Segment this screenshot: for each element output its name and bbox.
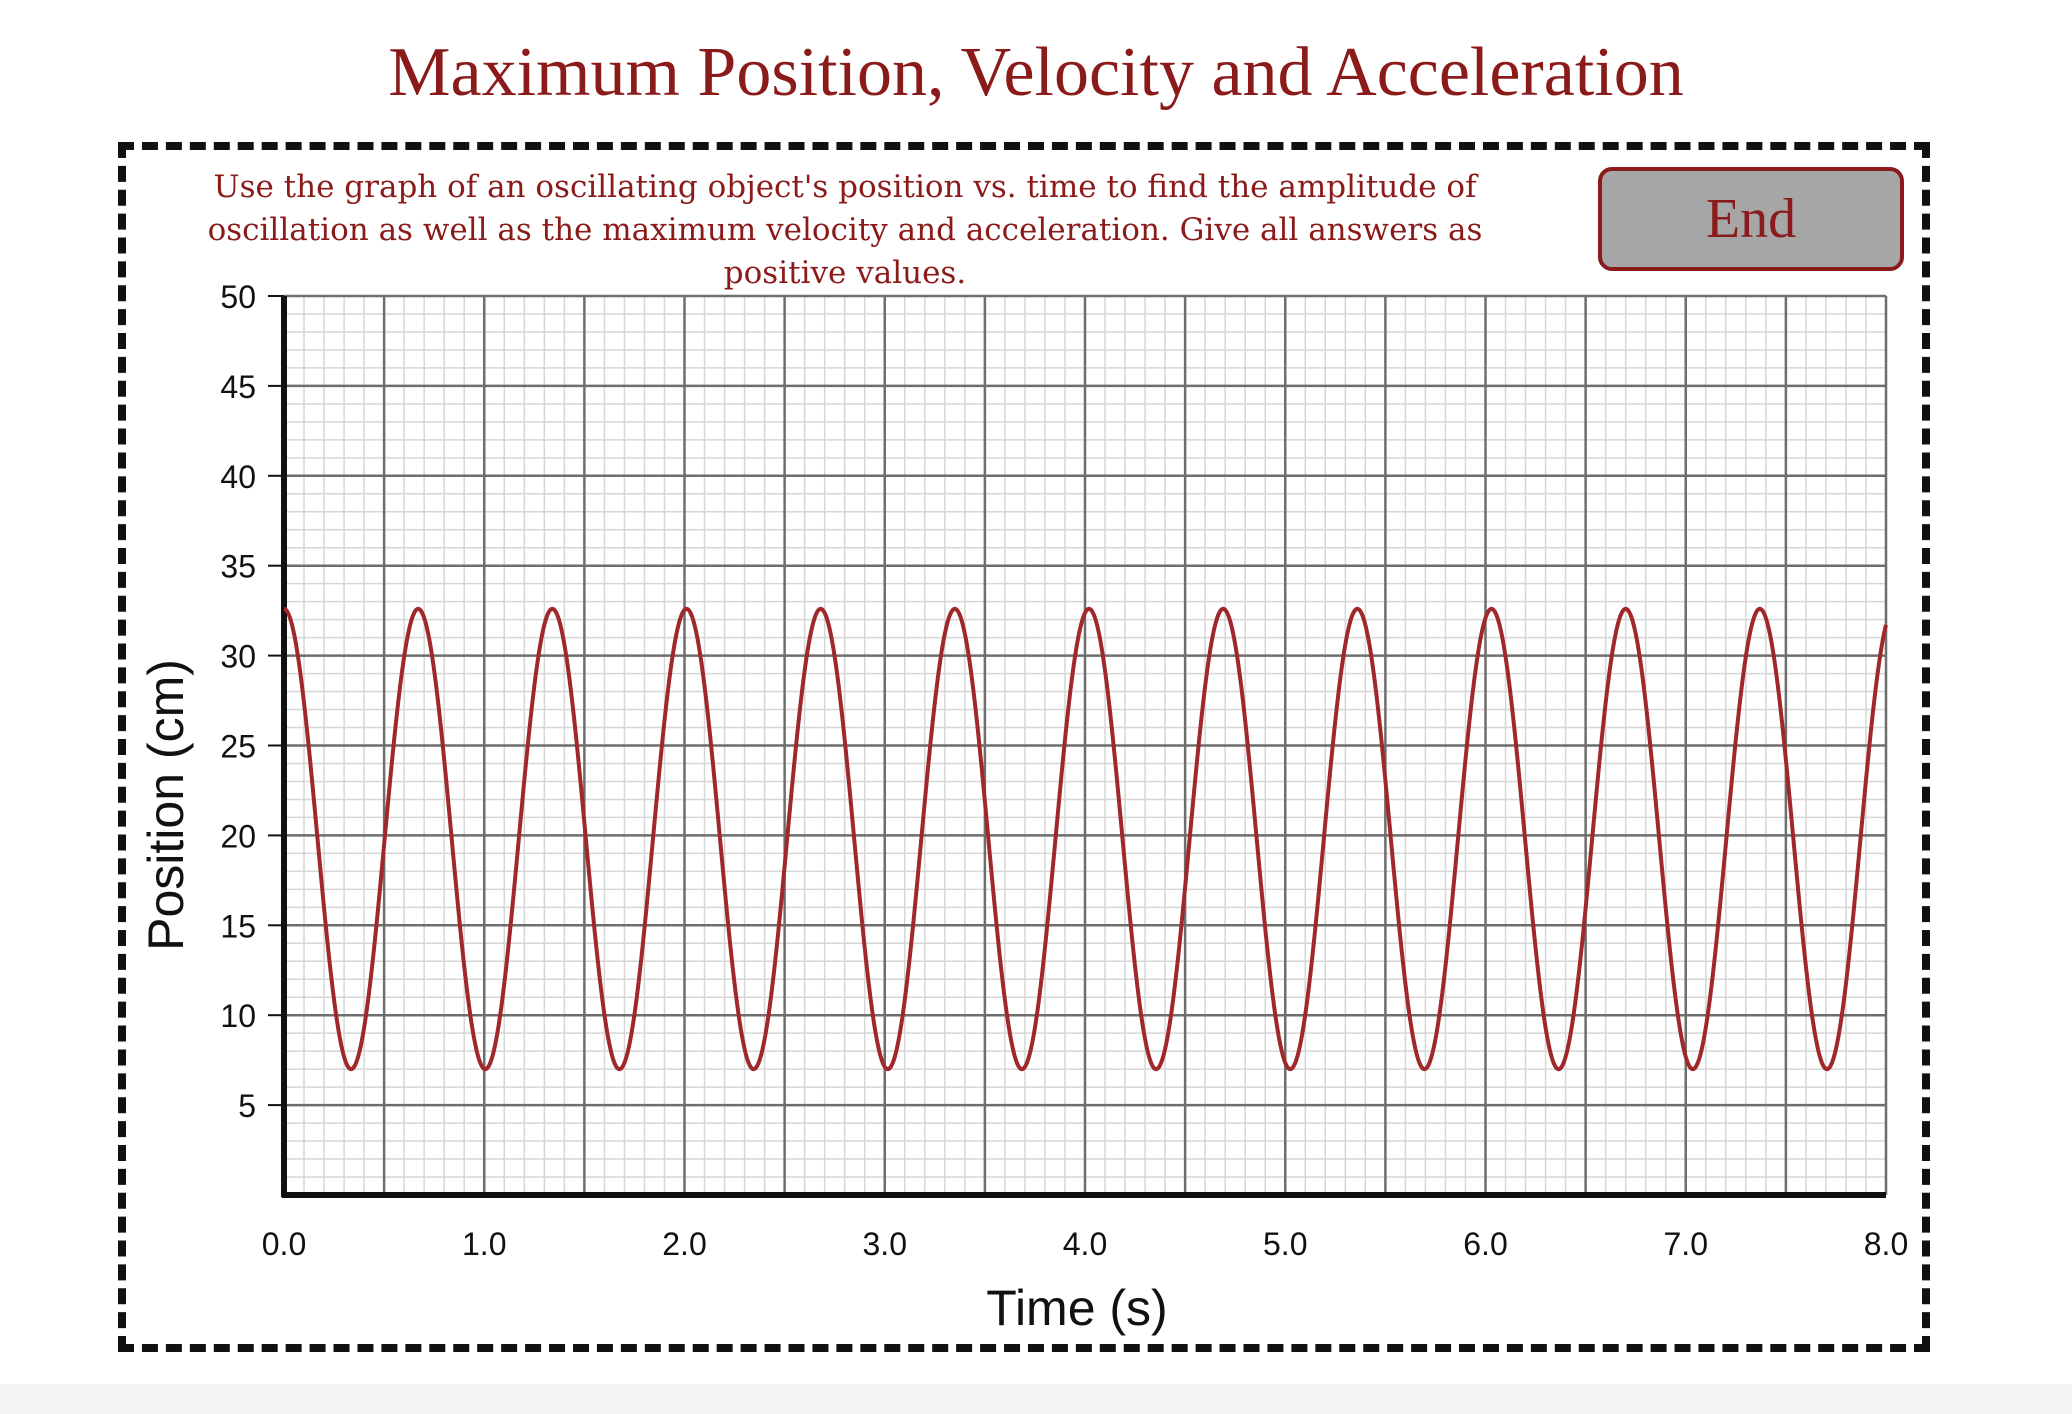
x-tick-label: 5.0 — [1263, 1226, 1307, 1262]
major-grid — [282, 294, 1888, 1197]
activity-panel — [118, 142, 1930, 1352]
y-tick-label: 20 — [220, 818, 256, 854]
y-tick-label: 50 — [220, 279, 256, 315]
page-title: Maximum Position, Velocity and Accelerat… — [388, 34, 1684, 111]
y-tick-label: 5 — [238, 1088, 256, 1124]
y-tick-label: 45 — [220, 369, 256, 405]
x-tick-label: 8.0 — [1864, 1226, 1908, 1262]
x-axis-label: Time (s) — [986, 1280, 1167, 1336]
y-tick-label: 30 — [220, 639, 256, 675]
x-tick-label: 4.0 — [1063, 1226, 1107, 1262]
x-tick-label: 3.0 — [863, 1226, 907, 1262]
x-tick-label: 1.0 — [462, 1226, 506, 1262]
x-tick-labels: 0.0 1.0 2.0 3.0 4.0 5.0 6.0 7.0 8.0 — [262, 1226, 1908, 1262]
x-tick-label: 0.0 — [262, 1226, 306, 1262]
x-tick-label: 2.0 — [662, 1226, 706, 1262]
position-series-line — [283, 606, 1888, 1072]
x-tick-label: 6.0 — [1463, 1226, 1507, 1262]
instructions-text: Use the graph of an oscillating object's… — [207, 169, 1483, 291]
bottom-strip — [0, 1384, 2072, 1414]
y-tick-label: 15 — [220, 908, 256, 944]
y-tick-label: 10 — [220, 998, 256, 1034]
y-tick-label: 25 — [220, 729, 256, 765]
y-tick-label: 40 — [220, 459, 256, 495]
end-button[interactable]: End — [1598, 167, 1904, 271]
y-tick-label: 35 — [220, 549, 256, 585]
series-layer — [283, 606, 1888, 1072]
y-tick-labels: 5 10 15 20 25 30 35 40 45 50 — [220, 279, 284, 1124]
x-tick-label: 7.0 — [1664, 1226, 1708, 1262]
y-axis-label: Position (cm) — [138, 659, 194, 951]
